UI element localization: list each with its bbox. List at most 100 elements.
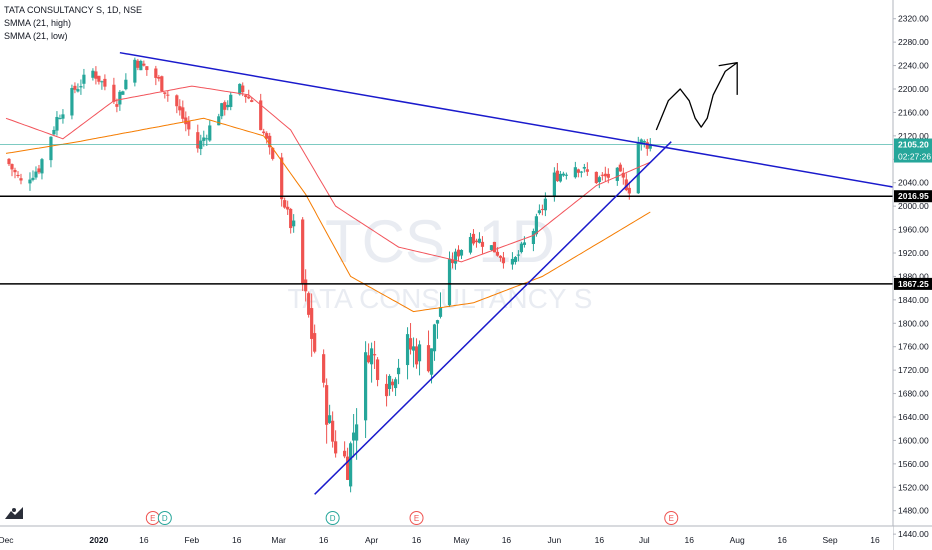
candle-body bbox=[307, 293, 311, 315]
candle-body bbox=[286, 206, 290, 210]
candle-body bbox=[91, 70, 95, 78]
candle-body bbox=[100, 81, 104, 83]
time-tick-label: Mar bbox=[271, 535, 286, 545]
candle-body bbox=[181, 107, 185, 119]
candle-body bbox=[510, 258, 515, 265]
last-price-tag-bg bbox=[894, 138, 932, 163]
time-axis[interactable]: Dec 2020 16 Feb 16 Mar 16 Apr 16 May 16 Jun 16 Jul 16 A… bbox=[0, 525, 932, 550]
candle-body bbox=[118, 91, 122, 105]
last-price-tag: 2105.20 bbox=[898, 140, 929, 150]
price-tick-label: 1800.00 bbox=[898, 318, 929, 328]
candle-body bbox=[334, 441, 338, 454]
legend-symbol: TATA CONSULTANCY S, 1D, NSE bbox=[4, 5, 143, 15]
candle-body bbox=[450, 259, 455, 264]
candle-body bbox=[366, 355, 371, 363]
candle-body bbox=[52, 129, 56, 135]
candle-body bbox=[498, 255, 503, 258]
candle-body bbox=[238, 83, 242, 95]
candle-body bbox=[435, 320, 440, 324]
candle-body bbox=[408, 338, 413, 350]
candle-body bbox=[283, 200, 287, 208]
candle-body bbox=[648, 143, 652, 149]
candle-body bbox=[384, 383, 389, 397]
candle-body bbox=[139, 60, 143, 71]
candle-body bbox=[456, 249, 461, 257]
candle-body bbox=[160, 76, 164, 92]
candle-body bbox=[259, 100, 263, 131]
price-tick-label: 1960.00 bbox=[898, 225, 929, 235]
candle-body bbox=[363, 352, 368, 421]
candle-body bbox=[94, 71, 98, 79]
candle-body bbox=[390, 381, 395, 386]
candle-body bbox=[178, 106, 182, 111]
candle-body bbox=[205, 138, 209, 140]
price-tick-label: 1880.00 bbox=[898, 271, 929, 281]
price-tick-label: 2280.00 bbox=[898, 37, 929, 47]
candle-body bbox=[136, 60, 140, 68]
price-tick-label: 1680.00 bbox=[898, 389, 929, 399]
candle-body bbox=[76, 89, 80, 92]
time-tick-label: 16 bbox=[139, 535, 149, 545]
legend-smma-low: SMMA (21, low) bbox=[4, 31, 68, 41]
price-axis[interactable]: 2320.00 2280.00 2240.00 2200.00 2160.00 2120.… bbox=[892, 0, 932, 550]
candle-body bbox=[417, 344, 422, 362]
candle-body bbox=[531, 231, 536, 245]
candle-body bbox=[639, 139, 643, 145]
price-axis-bg bbox=[893, 0, 932, 550]
time-axis-bg bbox=[0, 526, 893, 550]
candle-body bbox=[145, 66, 149, 71]
candle-body bbox=[79, 86, 83, 88]
candle-body bbox=[492, 241, 497, 253]
price-tick-label: 2120.00 bbox=[898, 131, 929, 141]
event-marker-label: E bbox=[414, 514, 419, 523]
candle-body bbox=[133, 59, 137, 83]
candle-body bbox=[325, 385, 329, 425]
candle-body bbox=[142, 63, 146, 66]
candle-body bbox=[31, 177, 35, 180]
candle-body bbox=[396, 367, 401, 375]
tradingview-logo-icon[interactable] bbox=[4, 505, 24, 521]
candle-body bbox=[597, 177, 601, 183]
level-tag-1: 2016.95 bbox=[898, 191, 929, 201]
candle-body bbox=[115, 104, 119, 107]
candle-body bbox=[537, 210, 541, 214]
candle-body bbox=[540, 208, 544, 210]
candle-body bbox=[459, 249, 464, 256]
candle-body bbox=[220, 103, 224, 117]
candle-body bbox=[322, 354, 326, 383]
candle-body bbox=[352, 432, 356, 441]
event-marker-label: D bbox=[162, 514, 168, 523]
candle-body bbox=[247, 96, 251, 99]
candle-body bbox=[124, 79, 128, 90]
candle-body bbox=[606, 173, 610, 178]
chart-legend: TATA CONSULTANCY S, 1D, NSE SMMA (21, hi… bbox=[4, 4, 142, 43]
candle-body bbox=[585, 169, 589, 172]
price-tick-label: 1520.00 bbox=[898, 482, 929, 492]
candle-body bbox=[331, 420, 335, 442]
candle-body bbox=[426, 345, 431, 372]
candle-body bbox=[346, 456, 350, 480]
candle-body bbox=[372, 354, 377, 356]
candle-body bbox=[280, 157, 284, 200]
candle-body bbox=[202, 137, 206, 141]
candle-body bbox=[387, 375, 392, 389]
candle-body bbox=[310, 308, 314, 339]
time-tick-label: Apr bbox=[365, 535, 378, 545]
candle-body bbox=[474, 240, 479, 243]
candle-body bbox=[70, 88, 74, 116]
time-tick-label: 16 bbox=[412, 535, 422, 545]
candle-body bbox=[543, 198, 547, 211]
candle-body bbox=[642, 140, 646, 143]
candle-body bbox=[73, 85, 77, 90]
candle-body bbox=[534, 216, 539, 235]
candle-body bbox=[627, 187, 631, 194]
candle-body bbox=[513, 257, 518, 263]
price-tick-label: 2040.00 bbox=[898, 178, 929, 188]
candle-body bbox=[28, 179, 32, 184]
candle-body bbox=[429, 348, 434, 375]
candle-body bbox=[16, 174, 20, 176]
candle-body bbox=[393, 379, 398, 389]
candle-body bbox=[268, 135, 272, 148]
candle-body bbox=[375, 359, 380, 380]
